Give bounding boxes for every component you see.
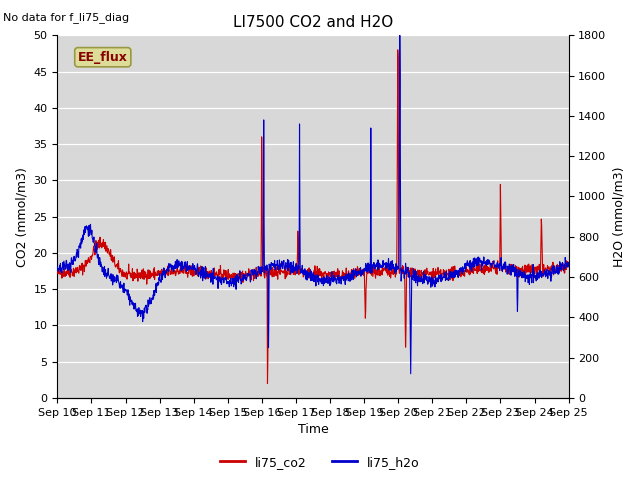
- X-axis label: Time: Time: [298, 423, 328, 436]
- Title: LI7500 CO2 and H2O: LI7500 CO2 and H2O: [233, 15, 393, 30]
- Y-axis label: H2O (mmol/m3): H2O (mmol/m3): [612, 167, 625, 267]
- Text: No data for f_li75_diag: No data for f_li75_diag: [3, 12, 129, 23]
- Y-axis label: CO2 (mmol/m3): CO2 (mmol/m3): [15, 167, 28, 266]
- Text: EE_flux: EE_flux: [78, 51, 128, 64]
- Legend: li75_co2, li75_h2o: li75_co2, li75_h2o: [215, 451, 425, 474]
